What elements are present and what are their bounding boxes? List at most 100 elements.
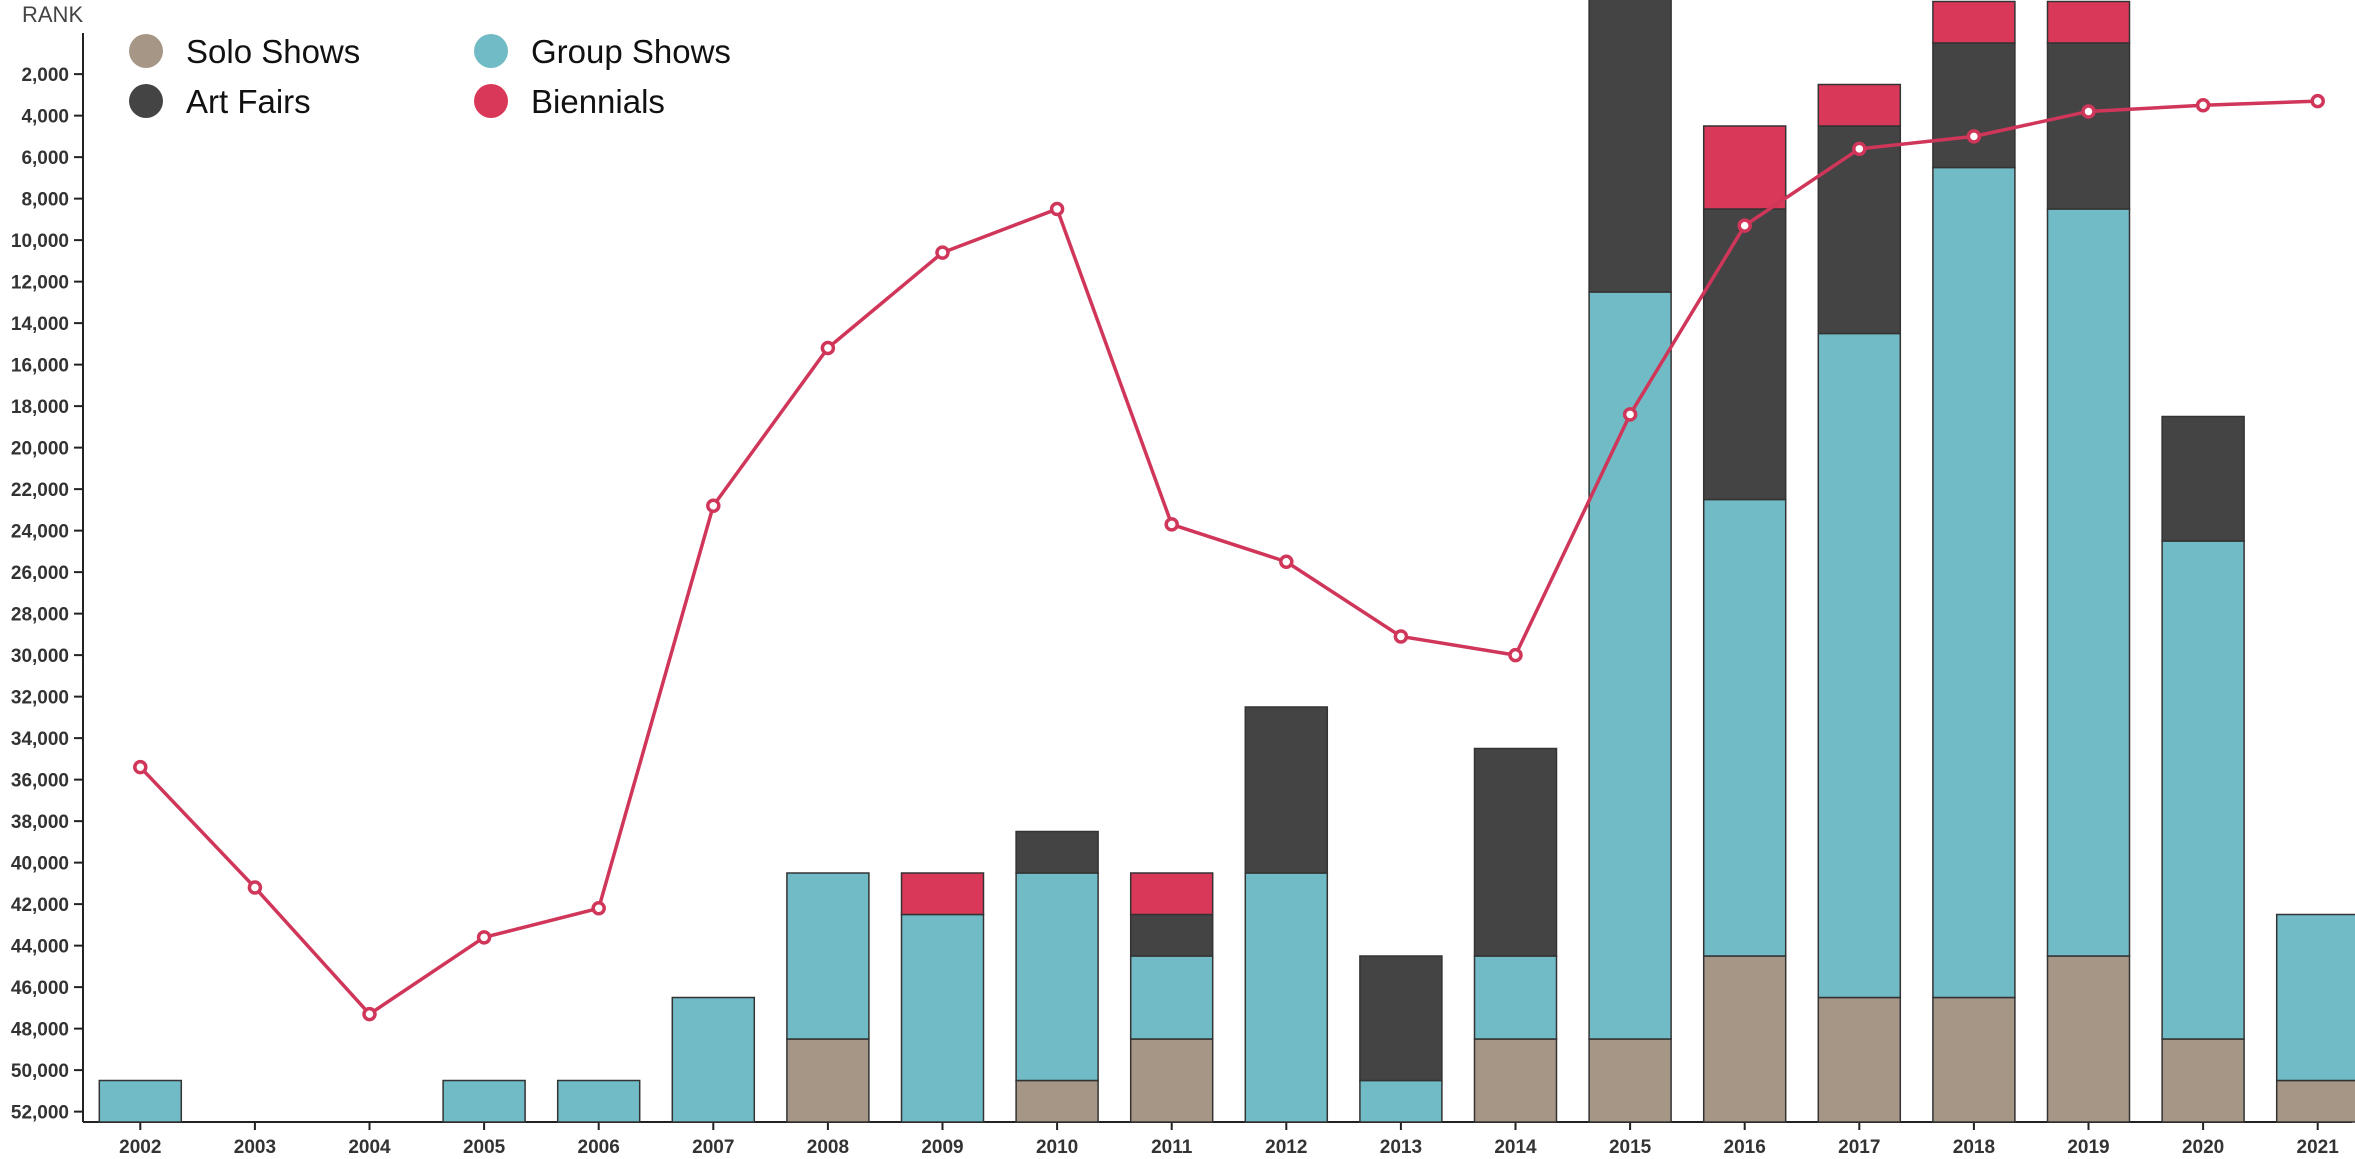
x-tick-label: 2013 — [1380, 1137, 1422, 1158]
bar-group-shows — [442, 1079, 526, 1123]
bar-biennials — [1129, 872, 1214, 916]
x-tick-label: 2006 — [578, 1137, 620, 1158]
x-tick-label: 2011 — [1151, 1137, 1193, 1158]
rank-point — [1279, 554, 1294, 569]
bar-group-shows — [1244, 872, 1329, 1123]
bar-art-fairs — [1473, 747, 1558, 957]
x-tick-label: 2007 — [692, 1137, 734, 1158]
x-tick-label: 2015 — [1609, 1137, 1652, 1158]
bar-group-shows — [2161, 540, 2245, 1040]
legend-label-art-fairs: Art Fairs — [186, 83, 311, 120]
bar-group-shows — [671, 996, 756, 1123]
y-tick-label: 10,000 — [11, 231, 69, 252]
bar-solo-shows — [1932, 996, 2016, 1123]
y-axis: 2,000 4,000 6,000 8,000 10,000 12,000 14,000 16… — [11, 33, 84, 1124]
y-tick-label: 24,000 — [11, 522, 69, 543]
rank-point — [247, 880, 263, 895]
y-tick-label: 34,000 — [11, 729, 69, 750]
y-tick-label: 4,000 — [21, 107, 69, 128]
bar-art-fairs — [1588, 0, 1672, 293]
x-axis: 2002 2003 2004 2005 2006 2007 2008 2009 2010 2011… — [83, 1121, 2352, 1158]
y-tick-label: 22,000 — [11, 480, 69, 501]
y-tick-label: 46,000 — [11, 978, 69, 999]
y-tick-label: 52,000 — [11, 1103, 69, 1124]
bar-art-fairs — [1129, 913, 1214, 957]
bars-layer — [98, 0, 2355, 1123]
y-tick-label: 50,000 — [11, 1061, 69, 1082]
legend-label-group-shows: Group Shows — [531, 33, 731, 70]
y-tick-label: 20,000 — [11, 439, 69, 460]
bar-group-shows — [900, 913, 985, 1123]
rank-point — [362, 1006, 377, 1022]
x-tick-label: 2019 — [2067, 1137, 2109, 1158]
y-tick-label: 40,000 — [11, 854, 69, 875]
bar-biennials — [1702, 125, 1787, 210]
bar-group-shows — [98, 1079, 183, 1123]
y-tick-label: 18,000 — [11, 397, 69, 418]
bar-group-shows — [1359, 1079, 1443, 1123]
y-axis-title: RANK — [22, 2, 83, 27]
bar-biennials — [1817, 83, 1902, 127]
x-tick-label: 2014 — [1494, 1137, 1537, 1158]
bar-solo-shows — [1473, 1038, 1558, 1123]
x-tick-label: 2005 — [463, 1137, 506, 1158]
rank-point — [1164, 517, 1179, 532]
x-tick-label: 2018 — [1953, 1137, 1995, 1158]
y-tick-label: 44,000 — [11, 937, 69, 958]
bar-solo-shows — [1702, 955, 1787, 1123]
y-tick-label: 42,000 — [11, 895, 69, 916]
legend-swatch-group-shows — [474, 34, 508, 68]
x-tick-label: 2003 — [234, 1137, 276, 1158]
y-tick-label: 26,000 — [11, 563, 69, 584]
rank-point — [1393, 629, 1409, 644]
legend-label-solo-shows: Solo Shows — [186, 33, 360, 70]
bar-group-shows — [2275, 913, 2355, 1082]
rank-point — [1508, 647, 1523, 663]
rank-point — [935, 245, 950, 260]
bar-solo-shows — [2275, 1079, 2355, 1123]
bar-art-fairs — [1359, 955, 1443, 1082]
x-tick-label: 2009 — [921, 1137, 963, 1158]
y-tick-label: 14,000 — [11, 314, 69, 335]
bar-solo-shows — [1817, 996, 1902, 1123]
bar-biennials — [900, 872, 985, 916]
y-tick-label: 48,000 — [11, 1020, 69, 1041]
rank-point — [1737, 218, 1752, 233]
rank-point — [1049, 201, 1065, 217]
x-tick-label: 2012 — [1265, 1137, 1307, 1158]
rank-point — [1966, 129, 1982, 144]
bar-solo-shows — [2161, 1038, 2245, 1123]
bar-group-shows — [1817, 332, 1902, 999]
bar-group-shows — [556, 1079, 641, 1123]
bar-group-shows — [1015, 872, 1099, 1082]
y-tick-label: 2,000 — [21, 65, 69, 86]
legend: Solo Shows Group Shows Art Fairs Biennials — [129, 33, 731, 120]
bar-group-shows — [1473, 955, 1558, 1040]
bar-solo-shows — [1015, 1079, 1099, 1123]
rank-point — [706, 498, 721, 513]
bar-solo-shows — [1129, 1038, 1214, 1123]
x-tick-label: 2021 — [2297, 1137, 2340, 1158]
bar-biennials — [1932, 0, 2016, 44]
rank-point — [2310, 93, 2325, 109]
x-tick-label: 2008 — [807, 1137, 849, 1158]
y-tick-label: 38,000 — [11, 812, 69, 833]
rank-line-layer — [133, 93, 2325, 1022]
x-tick-label: 2004 — [348, 1137, 391, 1158]
bar-group-shows — [1588, 291, 1672, 1040]
bar-group-shows — [1702, 498, 1787, 957]
y-tick-label: 32,000 — [11, 688, 69, 709]
y-tick-label: 8,000 — [21, 190, 69, 211]
rank-point — [820, 340, 836, 356]
rank-point — [1622, 407, 1638, 422]
rank-point — [591, 901, 606, 916]
bar-solo-shows — [2046, 955, 2131, 1123]
x-tick-label: 2017 — [1838, 1137, 1880, 1158]
rank-point — [2081, 104, 2096, 119]
y-tick-label: 16,000 — [11, 356, 69, 377]
rank-line — [139, 99, 2318, 1016]
bar-group-shows — [2046, 208, 2131, 957]
bar-art-fairs — [1817, 125, 1902, 335]
bar-solo-shows — [786, 1038, 870, 1123]
